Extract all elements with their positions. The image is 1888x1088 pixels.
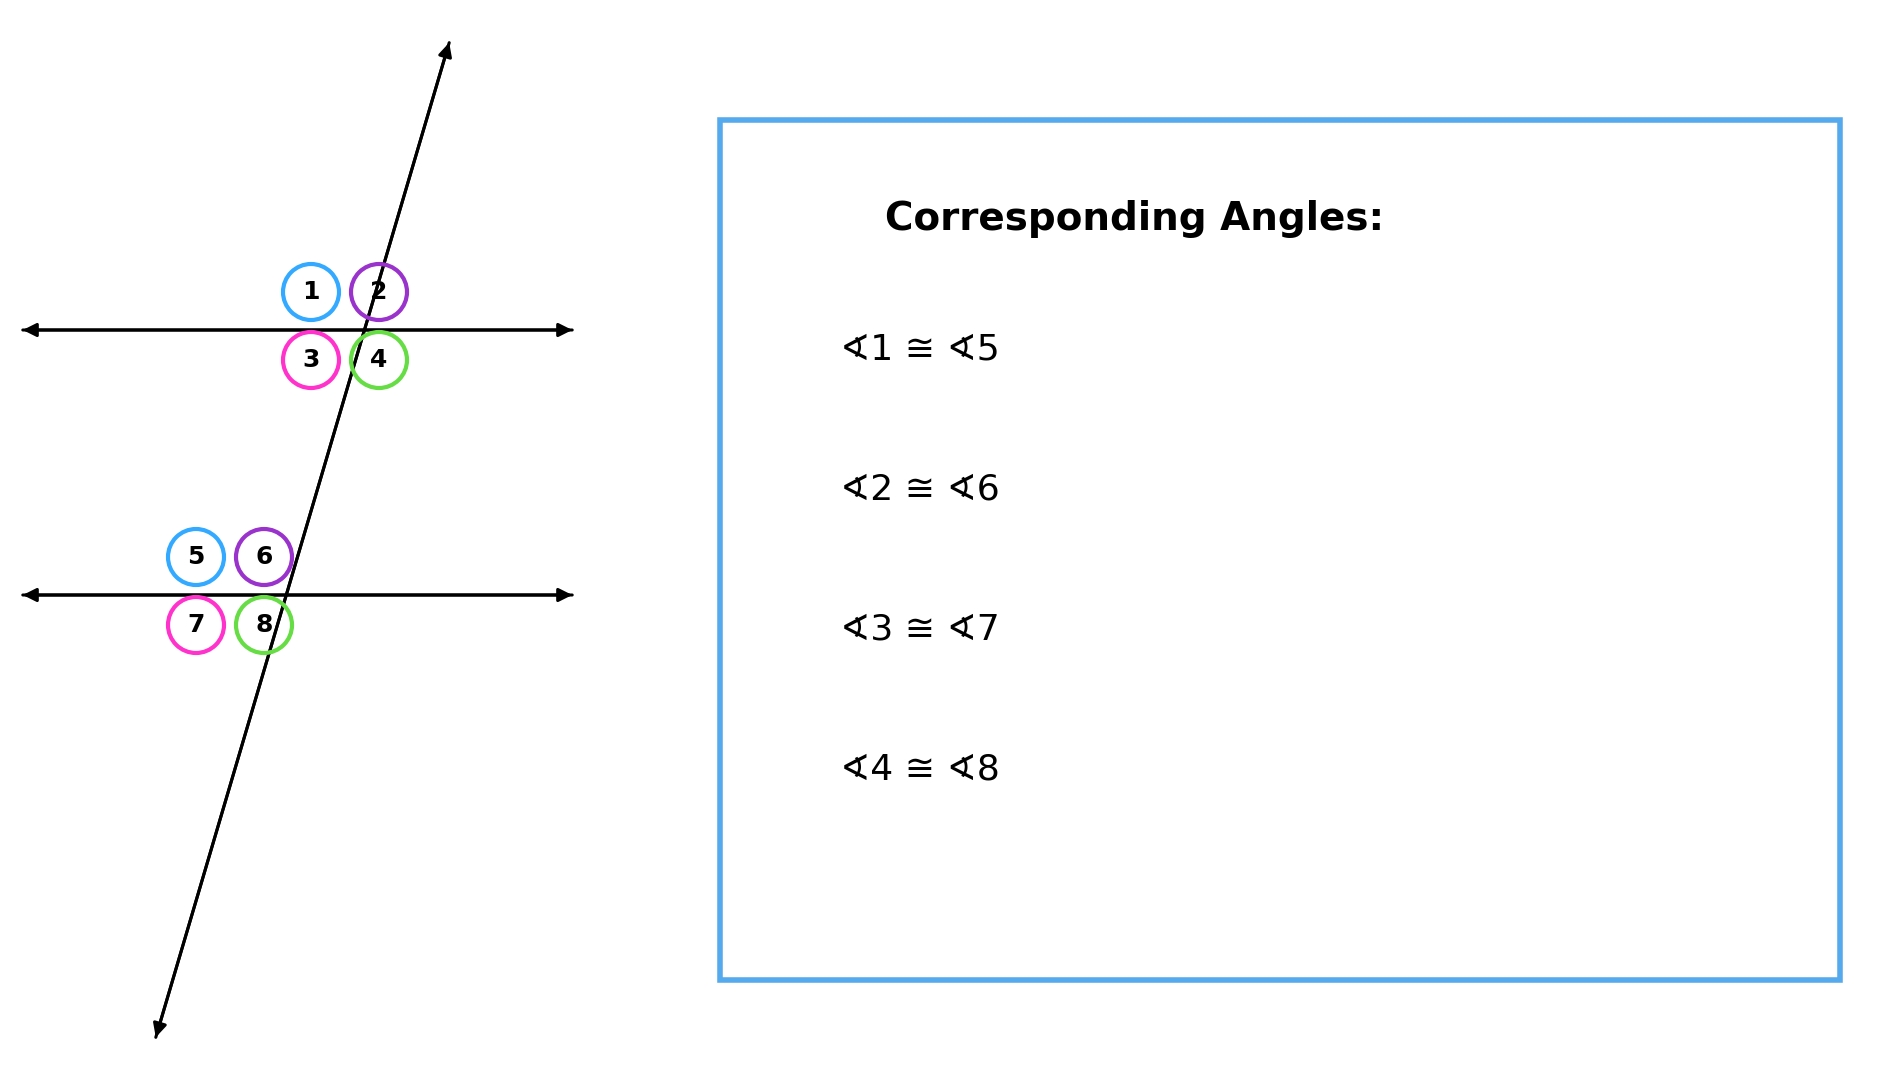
Text: ∢4 ≅ ∢8: ∢4 ≅ ∢8 [840,753,1001,787]
Text: 4: 4 [370,348,387,372]
Text: 2: 2 [370,280,387,304]
Text: ∢1 ≅ ∢5: ∢1 ≅ ∢5 [840,333,1001,367]
Text: 6: 6 [255,545,272,569]
Text: ∢2 ≅ ∢6: ∢2 ≅ ∢6 [840,473,1001,507]
Text: 1: 1 [302,280,319,304]
Text: 7: 7 [187,613,204,636]
Text: Corresponding Angles:: Corresponding Angles: [885,200,1384,238]
Text: 5: 5 [187,545,204,569]
Bar [719,120,1841,980]
Text: 3: 3 [302,348,319,372]
Text: ∢3 ≅ ∢7: ∢3 ≅ ∢7 [840,613,1001,647]
Text: 8: 8 [255,613,272,636]
